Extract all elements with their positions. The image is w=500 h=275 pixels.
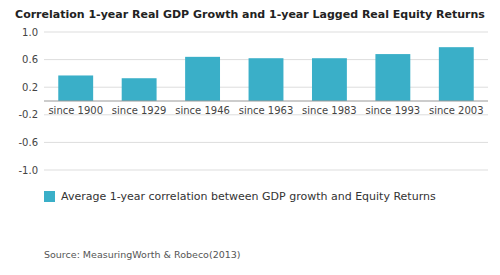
x-tick-label: since 1946 — [175, 105, 230, 116]
bar — [58, 75, 93, 101]
bar — [375, 54, 410, 101]
baseline — [44, 101, 488, 102]
x-tick-label: since 1900 — [48, 105, 103, 116]
bar — [122, 78, 157, 101]
x-tick-label: since 1929 — [112, 105, 167, 116]
y-tick-label: -0.2 — [18, 109, 38, 120]
grid-line — [44, 170, 488, 171]
bars — [58, 47, 473, 101]
legend-label: Average 1-year correlation between GDP g… — [61, 190, 436, 203]
source-note: Source: MeasuringWorth & Robeco(2013) — [44, 249, 241, 260]
bar — [439, 47, 474, 101]
x-tick-label: since 1983 — [302, 105, 357, 116]
y-tick-label: 0.2 — [22, 82, 38, 93]
y-tick-label: -0.6 — [18, 137, 38, 148]
y-tick-label: 1.0 — [22, 27, 38, 38]
bar — [312, 58, 347, 101]
x-tick-label: since 1963 — [239, 105, 294, 116]
chart: Correlation 1-year Real GDP Growth and 1… — [0, 0, 500, 275]
legend-swatch — [44, 191, 55, 202]
grid-line — [44, 142, 488, 143]
grid — [44, 32, 488, 170]
y-tick-label: -1.0 — [18, 165, 38, 176]
x-tick-label: since 1993 — [366, 105, 421, 116]
bar — [249, 58, 284, 101]
bar — [185, 57, 220, 101]
x-tick-label: since 2003 — [429, 105, 484, 116]
title: Correlation 1-year Real GDP Growth and 1… — [15, 8, 485, 21]
background — [0, 0, 500, 275]
y-tick-label: 0.6 — [22, 54, 38, 65]
grid-line — [44, 32, 488, 33]
